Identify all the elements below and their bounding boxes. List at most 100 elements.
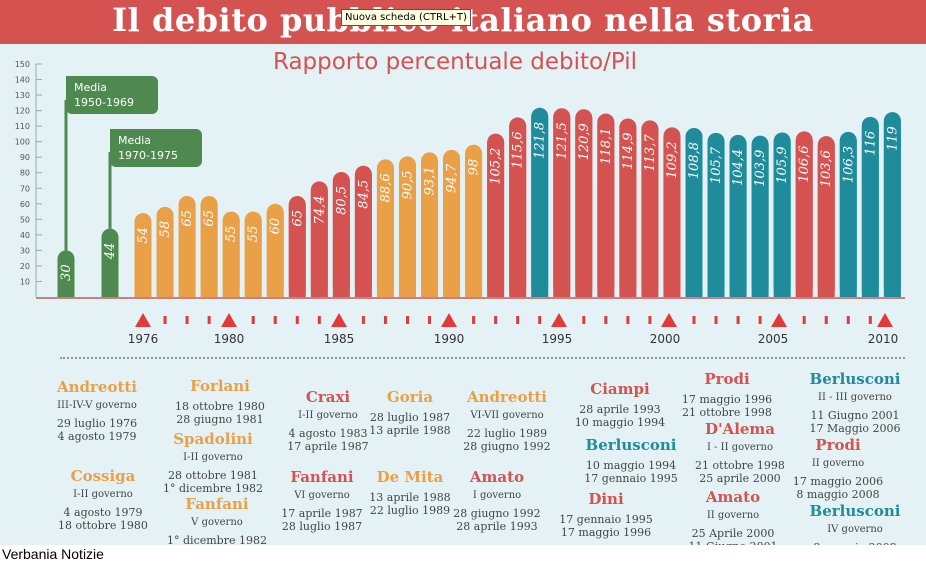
x-tick-label: 1995	[542, 332, 573, 346]
minor-tick-marker	[692, 316, 696, 324]
debt-chart: 10 20 30 40 50 60 70 80 90 100 110 120 130 140 150 30 44…	[15, 60, 905, 346]
bar-2010-body	[883, 120, 901, 297]
bar-2004-body	[751, 144, 769, 297]
minor-tick-marker	[295, 316, 299, 324]
bar-1985-body	[332, 180, 350, 297]
government-name: Berlusconi	[809, 370, 901, 388]
minor-tick-marker	[736, 316, 740, 324]
bar-1995-body	[553, 116, 571, 298]
government-name: Amato	[705, 488, 761, 506]
y-tick-label: 40	[20, 231, 30, 240]
bar-1977-body	[156, 215, 174, 297]
government-date: 25 aprile 2000	[699, 472, 781, 485]
y-tick-label: 110	[15, 122, 30, 131]
government-date: 4 agosto 1979	[63, 506, 143, 519]
government-entry: Spadolini I-II governo 28 ottobre 1981 1° d…	[133, 430, 293, 495]
bar-1976-body	[134, 221, 152, 297]
government-date: 18 ottobre 1980	[175, 400, 265, 413]
bar-1992-body	[487, 142, 505, 297]
x-tick-label: 2005	[758, 332, 789, 346]
callout-average-1950-1969: Media 1950-1969	[66, 76, 158, 114]
government-date: 10 maggio 1994	[585, 459, 677, 472]
x-tick-label: 2000	[650, 332, 681, 346]
minor-tick-marker	[185, 316, 189, 324]
government-name: De Mita	[376, 468, 444, 486]
y-tick-label: 30	[20, 246, 30, 255]
bar-1993-body	[509, 125, 527, 298]
bar-1999-body	[641, 128, 659, 297]
government-date: 22 luglio 1989	[466, 427, 548, 440]
bar-2005-body	[773, 141, 791, 297]
y-tick-label: 140	[15, 76, 30, 85]
government-date: 13 aprile 1988	[369, 491, 451, 504]
major-tick-marker	[551, 313, 567, 327]
government-name: Fanfani	[290, 468, 354, 486]
government-name: Ciampi	[590, 380, 650, 398]
bar-1988-body	[398, 164, 416, 297]
bar-value-label: 98	[467, 159, 482, 176]
bar-1987-body	[376, 167, 394, 297]
government-date: 25 Aprile 2000	[691, 527, 775, 540]
x-tick-label: 1980	[214, 332, 245, 346]
government-date: 8 maggio 2008	[775, 541, 926, 545]
government-date: 22 luglio 1989	[369, 504, 451, 517]
y-tick-label: 20	[20, 262, 30, 271]
bar-value-label: 55	[246, 226, 261, 243]
y-tick-label: 130	[15, 91, 30, 100]
bar-1979-body	[200, 204, 218, 297]
bar-2000-body	[663, 135, 681, 297]
major-tick-marker	[441, 313, 457, 327]
chart-subtitle: Rapporto percentuale debito/Pil	[272, 49, 638, 75]
minor-tick-marker	[582, 316, 586, 324]
government-entry: Goria 28 luglio 1987 13 aprile 1988	[330, 388, 490, 437]
government-entry: Andreotti III-IV-V governo 29 luglio 1976 4…	[17, 378, 177, 443]
government-date: 13 aprile 1988	[369, 424, 451, 437]
government-name: Amato	[469, 468, 525, 486]
major-tick-marker	[135, 313, 151, 327]
government-entry: Craxi I-II governo 4 agosto 1983 17 aprile …	[248, 388, 408, 453]
government-number: I-II governo	[298, 410, 358, 421]
bar-1984-body	[310, 189, 328, 297]
government-date: 18 ottobre 1980	[58, 519, 148, 532]
government-number: II governo	[706, 510, 760, 521]
government-date: 17 aprile 1987	[287, 440, 369, 453]
y-tick-label: 80	[20, 169, 30, 178]
minor-tick-marker	[251, 316, 255, 324]
y-tick-label: 100	[15, 138, 30, 147]
bar-1996-body	[575, 117, 593, 298]
government-date: 28 luglio 1987	[281, 520, 363, 533]
government-number: VI governo	[294, 490, 350, 501]
minor-tick-marker	[163, 316, 167, 324]
bar-value-label: 44	[103, 243, 118, 261]
government-date: 17 aprile 1987	[281, 507, 363, 520]
average-bar-body	[57, 258, 75, 297]
minor-tick-marker	[538, 316, 542, 324]
bar-value-label: 90,5	[400, 170, 415, 199]
y-tick-label: 50	[20, 215, 30, 224]
government-entry: Amato II governo 25 Aprile 200011 Giugno 2…	[653, 488, 813, 545]
government-number: I governo	[472, 490, 522, 501]
bar-value-label: 103,6	[819, 150, 834, 187]
bar-value-label: 121,5	[555, 122, 570, 159]
bar-2009-body	[861, 125, 879, 298]
government-name: D'Alema	[704, 420, 776, 438]
x-tick-label: 1985	[324, 332, 355, 346]
minor-tick-marker	[648, 316, 652, 324]
government-date: 17 gennaio 1995	[559, 513, 653, 526]
minor-tick-marker	[383, 316, 387, 324]
callout-text: Media 1970-1975	[118, 134, 178, 162]
government-entry: Fanfani VI governo 17 aprile 1987 28 luglio…	[242, 468, 402, 533]
government-date: 28 giugno 1992	[453, 507, 541, 520]
x-tick-label: 1990	[434, 332, 465, 346]
major-tick-marker	[877, 313, 893, 327]
minor-tick-marker	[758, 316, 762, 324]
government-date: 28 giugno 1992	[463, 440, 551, 453]
government-date: 10 maggio 1994	[574, 416, 666, 429]
callout-text: Media 1950-1969	[74, 81, 134, 109]
bar-value-label: 80,5	[334, 186, 349, 215]
government-date: 28 ottobre 1981	[168, 469, 258, 482]
government-number: I - II governo	[707, 442, 773, 453]
government-number: II governo	[811, 458, 865, 469]
bar-1989-body	[421, 160, 439, 297]
